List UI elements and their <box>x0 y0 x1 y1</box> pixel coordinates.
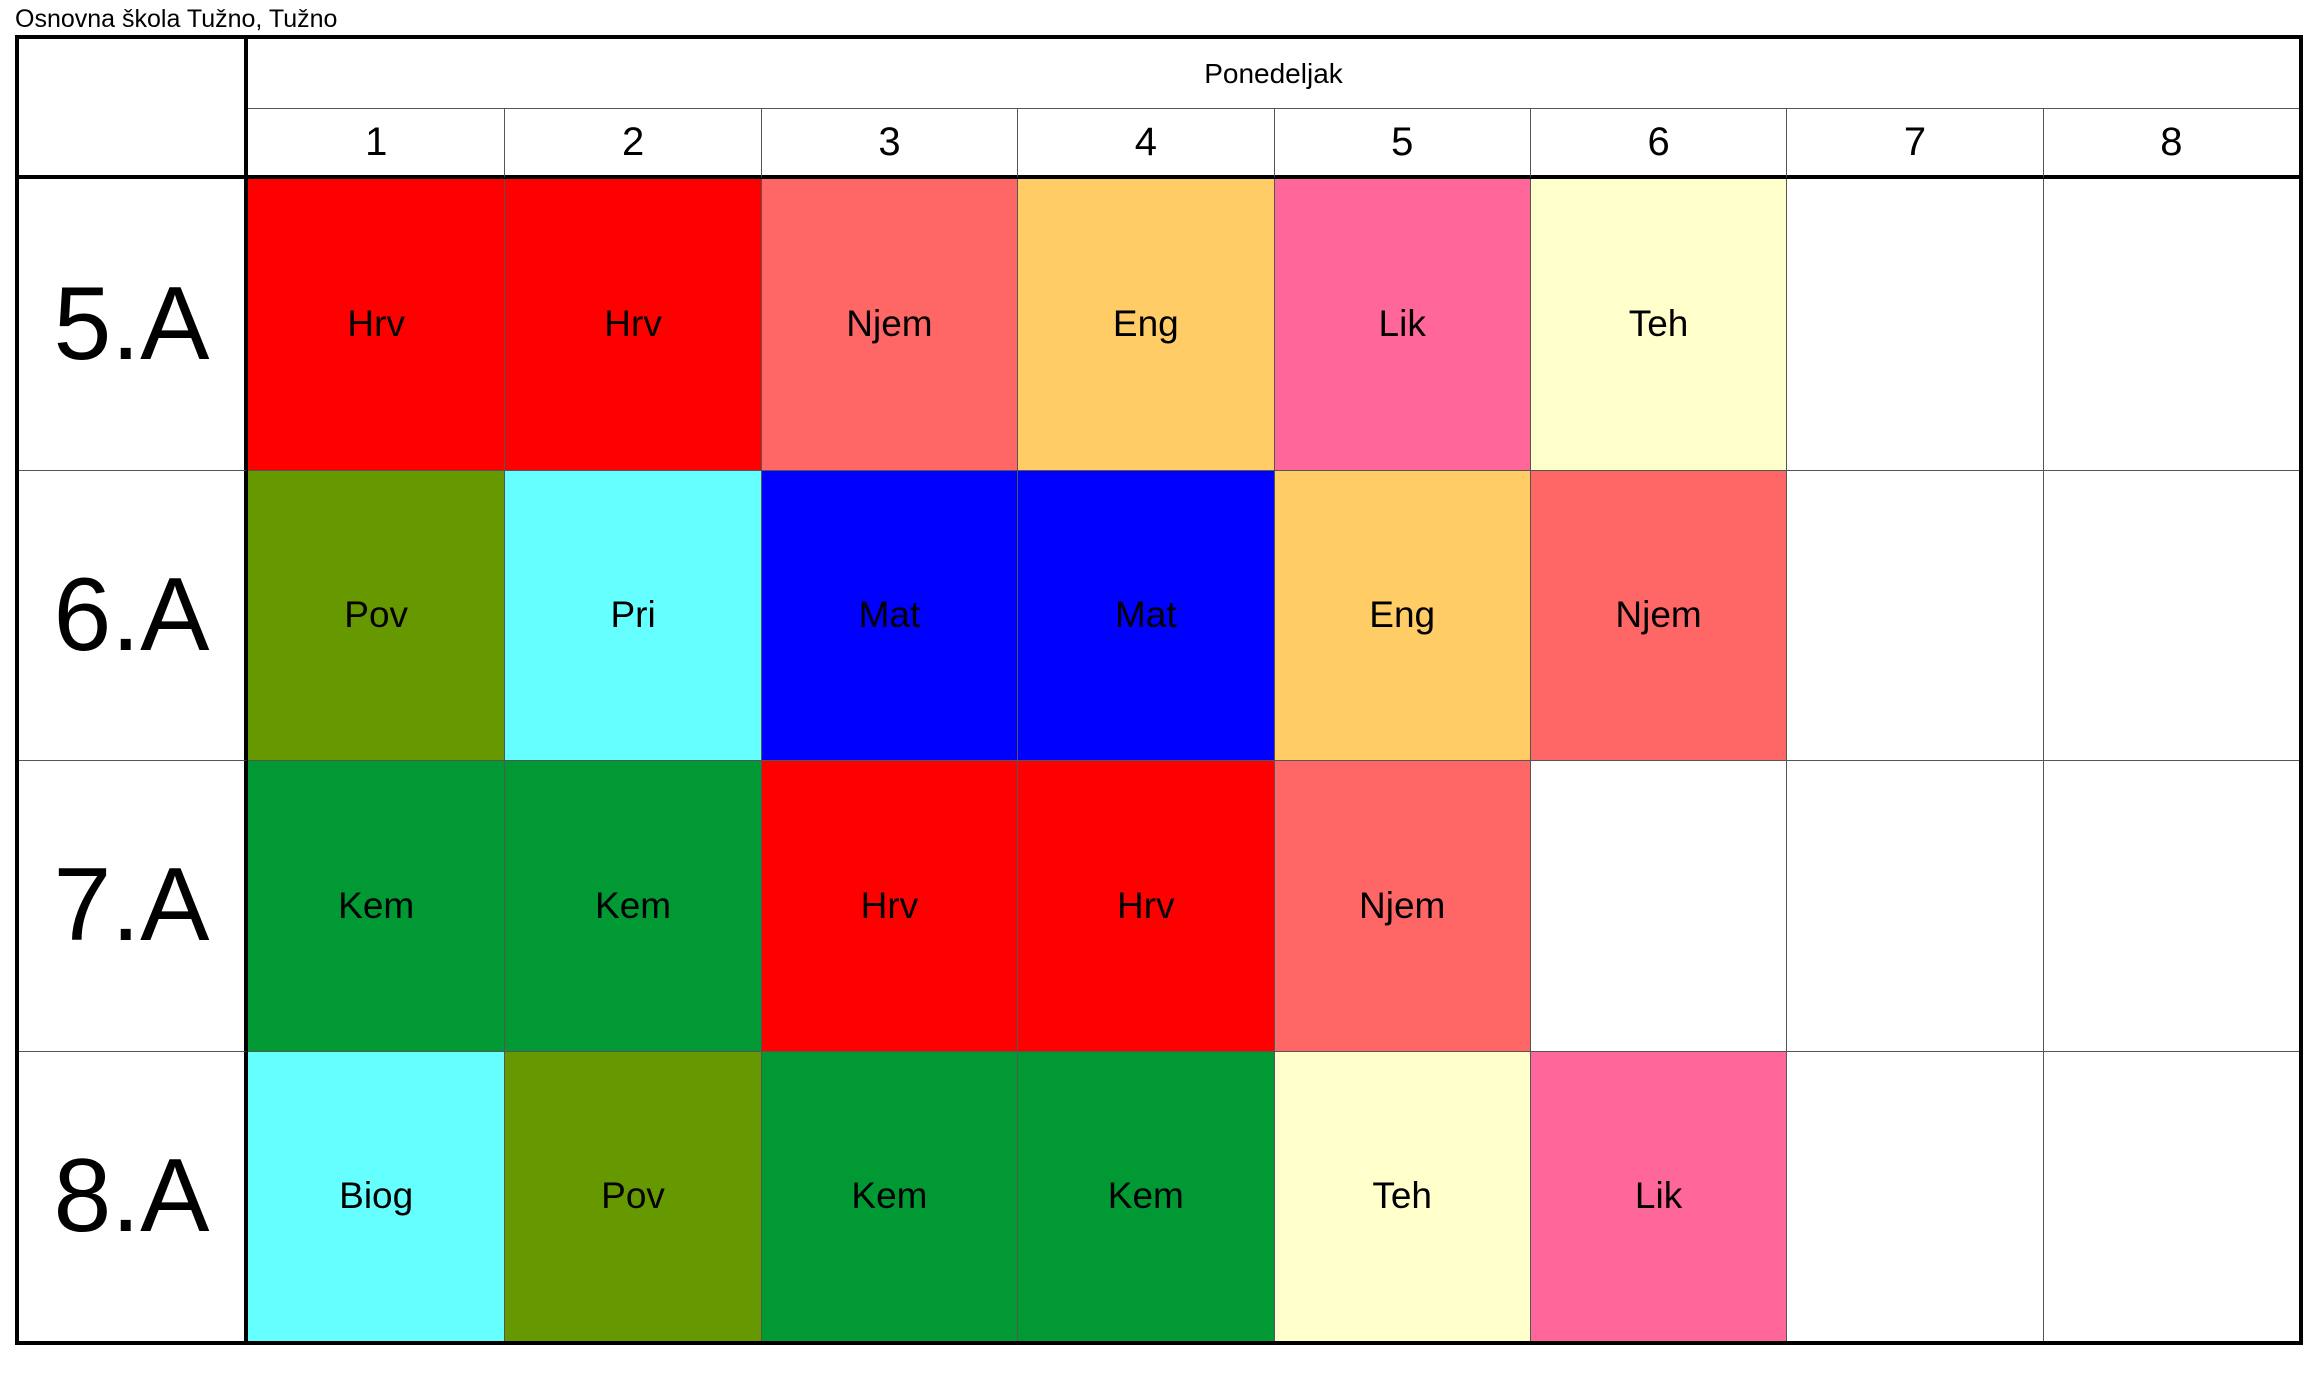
lesson-cell: Pov <box>504 1050 761 1341</box>
period-header: 2 <box>504 109 761 179</box>
class-label: 6.A <box>19 469 248 760</box>
lesson-cell <box>1786 1050 2043 1341</box>
lesson-cell <box>1786 469 2043 760</box>
lesson-cell: Biog <box>248 1050 505 1341</box>
lesson-cell: Njem <box>760 179 1018 470</box>
lesson-cell: Eng <box>1273 469 1530 760</box>
lesson-cell <box>2042 469 2299 760</box>
lesson-cell <box>1786 760 2043 1051</box>
class-label: 8.A <box>19 1050 248 1341</box>
lesson-cell: Lik <box>1529 1050 1787 1341</box>
lesson-cell: Pri <box>504 469 761 760</box>
period-header: 8 <box>2042 109 2299 179</box>
period-header: 7 <box>1786 109 2043 179</box>
lesson-cell: Eng <box>1017 179 1274 470</box>
lesson-cell: Hrv <box>504 179 761 470</box>
lesson-cell: Kem <box>504 760 761 1051</box>
lesson-cell: Teh <box>1273 1050 1530 1341</box>
period-header: 1 <box>248 109 505 179</box>
lesson-cell: Mat <box>760 469 1018 760</box>
lesson-cell: Hrv <box>1017 760 1274 1051</box>
lesson-cell <box>1786 179 2043 470</box>
lesson-cell: Hrv <box>248 179 505 470</box>
corner-cell <box>19 39 248 179</box>
class-label: 7.A <box>19 760 248 1051</box>
lesson-cell: Kem <box>760 1050 1018 1341</box>
lesson-cell <box>2042 1050 2299 1341</box>
lesson-cell <box>2042 760 2299 1051</box>
lesson-cell: Njem <box>1273 760 1530 1051</box>
lesson-cell: Njem <box>1529 469 1787 760</box>
timetable-grid: Ponedeljak 1 2 3 4 5 6 7 8 5.A Hrv Hrv N… <box>15 35 2303 1345</box>
lesson-cell: Pov <box>248 469 505 760</box>
lesson-cell: Lik <box>1273 179 1530 470</box>
lesson-cell: Kem <box>248 760 505 1051</box>
period-header: 4 <box>1017 109 1274 179</box>
lesson-cell: Teh <box>1529 179 1787 470</box>
period-header: 6 <box>1529 109 1787 179</box>
period-header: 5 <box>1273 109 1530 179</box>
lesson-cell: Hrv <box>760 760 1018 1051</box>
school-title: Osnovna škola Tužno, Tužno <box>15 5 338 33</box>
lesson-cell <box>1529 760 1787 1051</box>
class-label: 5.A <box>19 179 248 470</box>
lesson-cell: Mat <box>1017 469 1274 760</box>
period-header: 3 <box>760 109 1018 179</box>
day-header: Ponedeljak <box>248 39 2299 109</box>
lesson-cell: Kem <box>1017 1050 1274 1341</box>
lesson-cell <box>2042 179 2299 470</box>
